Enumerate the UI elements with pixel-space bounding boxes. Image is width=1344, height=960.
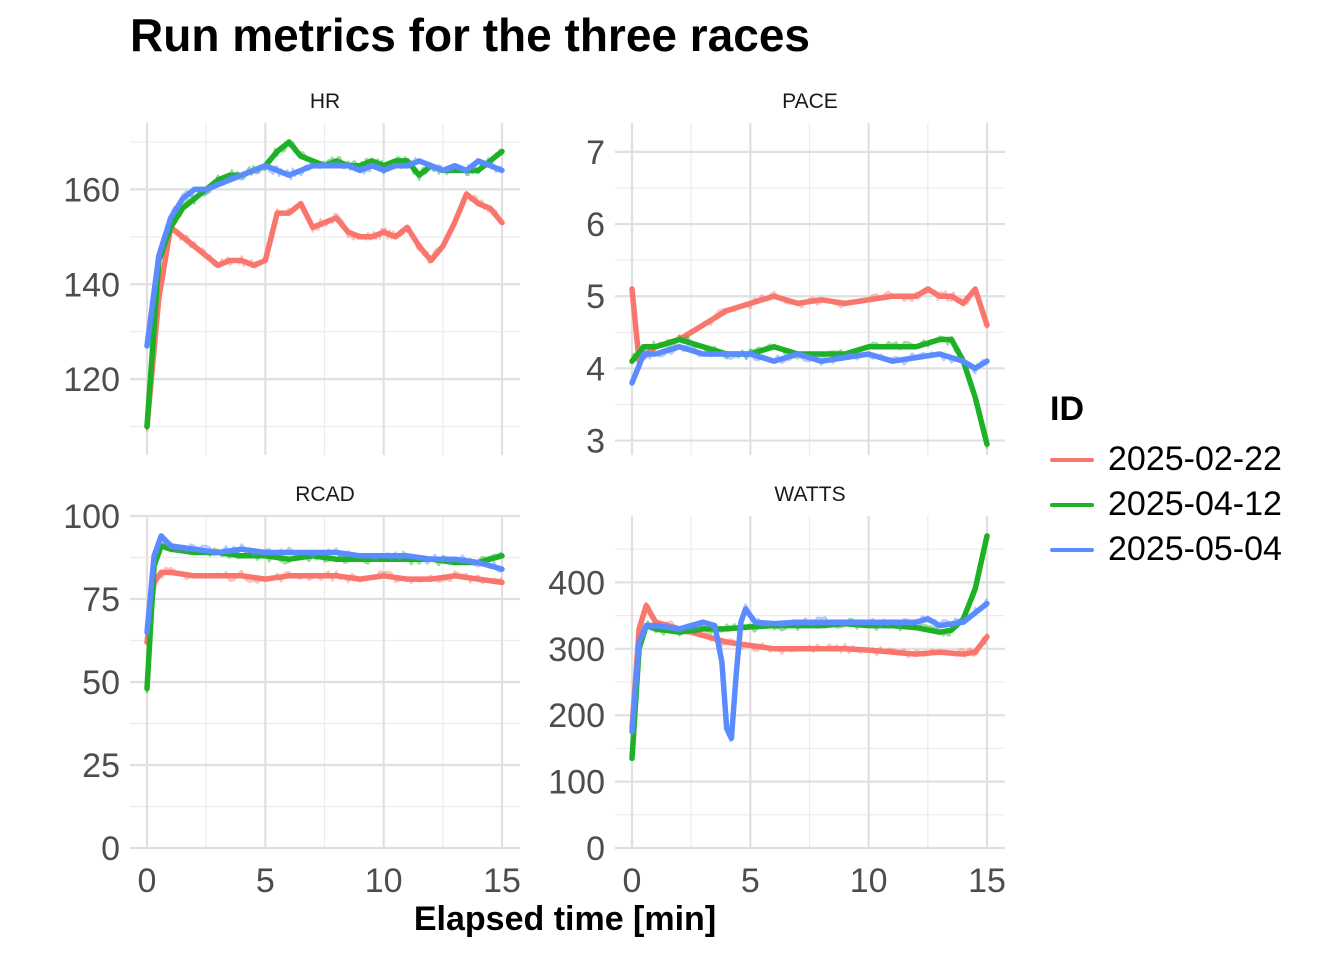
- y-tick-label: 100: [548, 764, 605, 802]
- legend-label-1: 2025-02-22: [1108, 440, 1282, 478]
- series-line-2025-02-22: [629, 286, 990, 364]
- x-tick-label: 5: [256, 862, 275, 900]
- series-line-2025-02-22: [144, 569, 505, 645]
- legend-key-3: [1050, 547, 1094, 552]
- y-tick-label: 7: [586, 134, 605, 172]
- legend-item-3: 2025-05-04: [1050, 527, 1282, 572]
- legend-title: ID: [1050, 390, 1084, 428]
- y-tick-label: 0: [586, 830, 605, 868]
- x-tick-label: 0: [623, 862, 642, 900]
- y-tick-label: 4: [586, 350, 605, 388]
- x-tick-label: 15: [483, 862, 521, 900]
- x-tick-label: 0: [138, 862, 157, 900]
- y-tick-label: 100: [63, 498, 120, 536]
- y-tick-label: 5: [586, 278, 605, 316]
- legend: ID 2025-02-22 2025-04-12 2025-05-04: [1050, 390, 1282, 572]
- y-tick-label: 0: [101, 830, 120, 868]
- y-tick-label: 6: [586, 206, 605, 244]
- strip-label-watts: WATTS: [774, 483, 845, 506]
- y-tick-label: 140: [63, 266, 120, 304]
- y-tick-label: 300: [548, 631, 605, 669]
- series-line-2025-05-04: [629, 600, 990, 742]
- series-line-2025-05-04: [144, 533, 505, 635]
- legend-label-2: 2025-04-12: [1108, 485, 1282, 523]
- y-tick-label: 75: [82, 581, 120, 619]
- y-tick-label: 160: [63, 171, 120, 209]
- series-line-2025-04-12: [629, 336, 990, 447]
- series-line-2025-05-04: [144, 158, 505, 349]
- chart-title: Run metrics for the three races: [130, 9, 811, 61]
- x-tick-label: 10: [365, 862, 403, 900]
- series-line-2025-04-12: [629, 533, 990, 762]
- y-tick-label: 120: [63, 361, 120, 399]
- legend-item-1: 2025-02-22: [1050, 437, 1282, 482]
- legend-label-3: 2025-05-04: [1108, 530, 1282, 568]
- x-tick-label: 5: [741, 862, 760, 900]
- y-tick-label: 200: [548, 697, 605, 735]
- y-tick-label: 50: [82, 664, 120, 702]
- legend-item-2: 2025-04-12: [1050, 482, 1282, 527]
- series-line-2025-05-04: [629, 343, 990, 386]
- x-tick-label: 10: [850, 862, 888, 900]
- strip-label-pace: PACE: [782, 90, 838, 113]
- strip-label-hr: HR: [310, 90, 340, 113]
- legend-key-1: [1050, 457, 1094, 462]
- series-line-2025-02-22: [144, 191, 505, 430]
- legend-key-2: [1050, 502, 1094, 507]
- y-tick-label: 400: [548, 564, 605, 602]
- x-axis-title: Elapsed time [min]: [413, 900, 717, 938]
- y-tick-label: 25: [82, 747, 120, 785]
- x-tick-label: 15: [968, 862, 1006, 900]
- y-tick-label: 3: [586, 423, 605, 461]
- strip-label-rcad: RCAD: [295, 483, 355, 506]
- series-line-2025-02-22: [629, 602, 990, 732]
